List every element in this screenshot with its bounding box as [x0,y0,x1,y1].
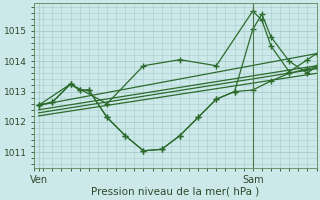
X-axis label: Pression niveau de la mer( hPa ): Pression niveau de la mer( hPa ) [91,187,260,197]
